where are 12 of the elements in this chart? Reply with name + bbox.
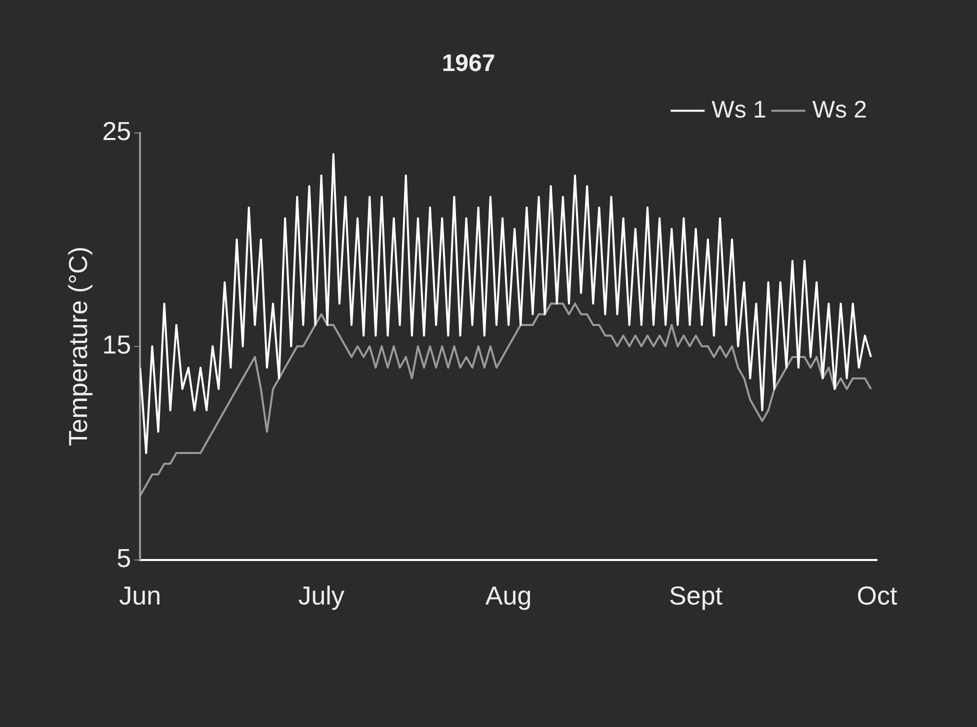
y-axis-title: Temperature (°C) — [62, 246, 93, 446]
x-tick-label: Sept — [669, 580, 724, 611]
x-tick-label: Aug — [485, 580, 532, 611]
x-tick-label: Jun — [119, 580, 162, 611]
y-tick-label: 25 — [102, 116, 132, 146]
y-tick-label: 5 — [116, 542, 132, 573]
legend-label: Ws 2 — [812, 96, 868, 124]
chart-title: 1967 — [442, 50, 496, 78]
x-tick-label: July — [298, 580, 344, 611]
y-tick-label: 15 — [102, 329, 132, 360]
x-tick-label: Oct — [856, 580, 898, 611]
legend-label: Ws 1 — [712, 96, 766, 124]
